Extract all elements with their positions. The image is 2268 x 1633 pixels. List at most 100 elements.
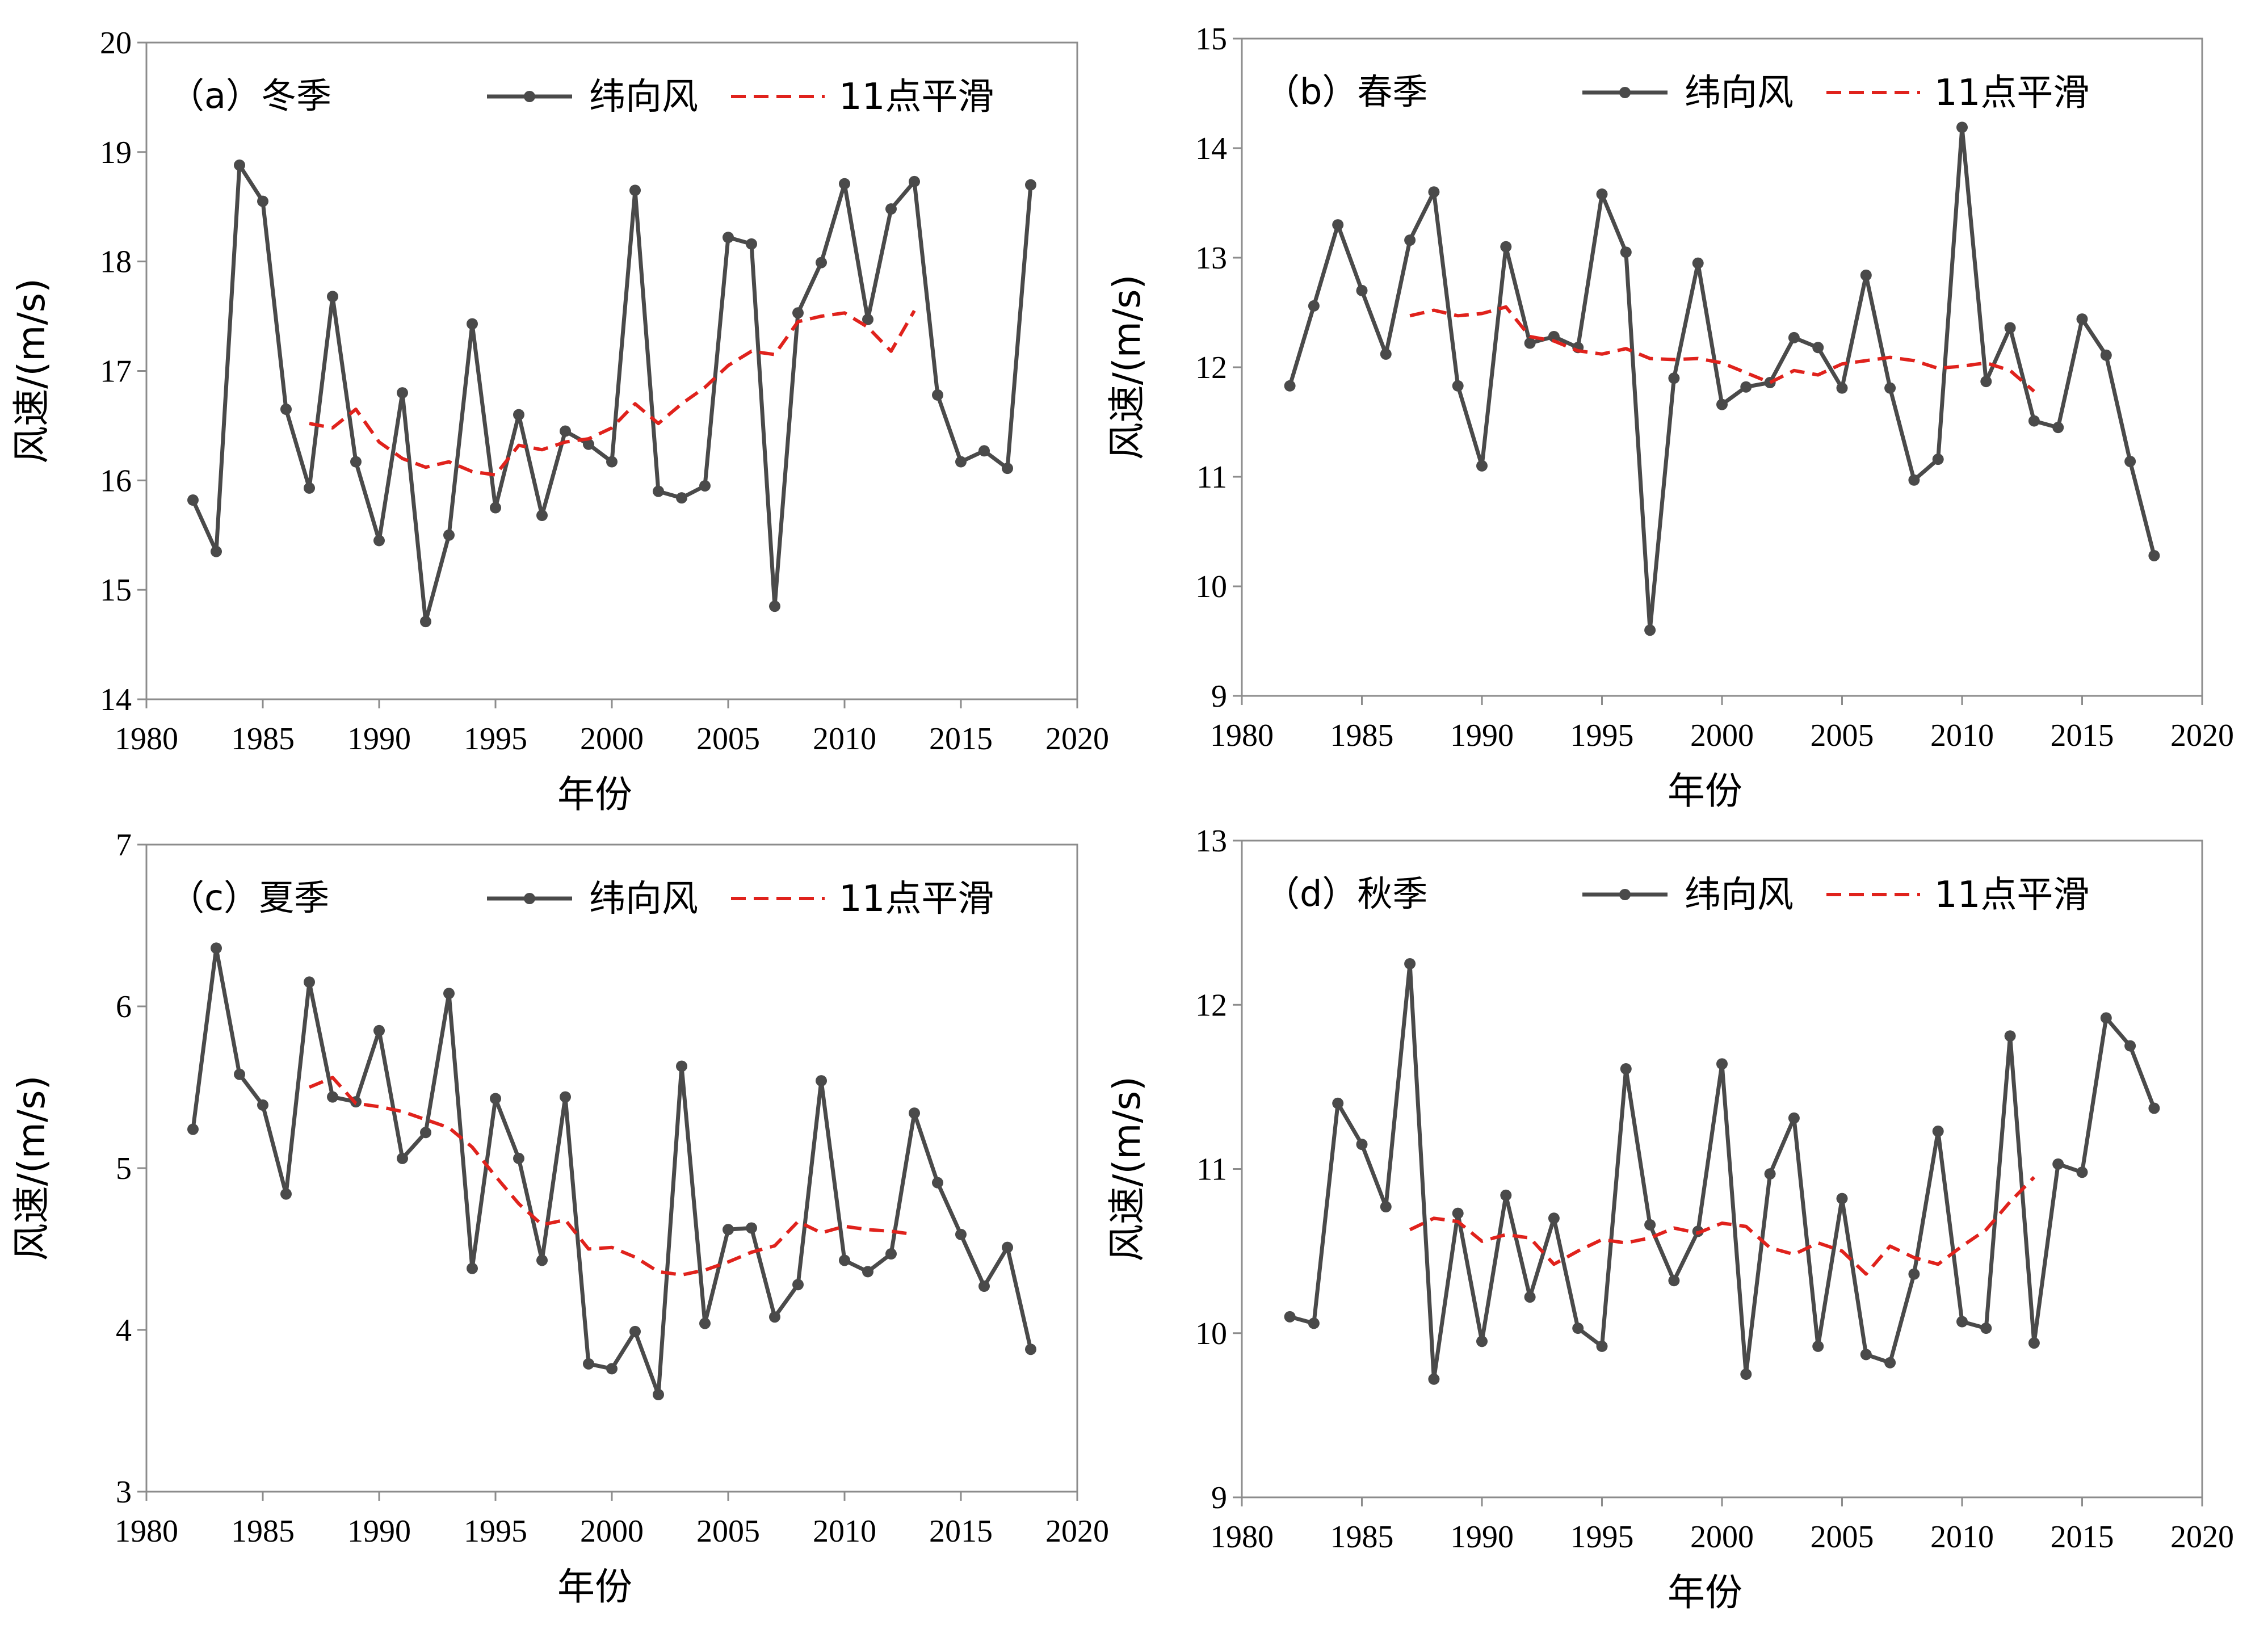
- data-point: [327, 1091, 338, 1103]
- legend-label-smoothed: 11点平滑: [839, 878, 994, 920]
- data-point: [1524, 1291, 1536, 1303]
- y-tick-label: 20: [100, 26, 132, 61]
- legend-label-zonal-wind: 纬向风: [589, 878, 698, 920]
- smoothed-series-line: [1409, 1176, 2036, 1276]
- x-tick-label: 2015: [2051, 718, 2114, 753]
- x-tick-label: 2005: [1811, 718, 1874, 753]
- data-point: [1668, 1275, 1680, 1287]
- x-tick-label: 2010: [1930, 718, 1994, 753]
- data-point: [1500, 241, 1512, 253]
- panel-label: （a）冬季: [169, 75, 331, 116]
- panel-label: （d）秋季: [1265, 873, 1427, 914]
- x-tick-label: 2015: [2051, 1519, 2114, 1555]
- x-tick-label: 2010: [813, 721, 876, 757]
- data-point: [373, 535, 385, 547]
- y-tick-label: 9: [1211, 1480, 1227, 1516]
- data-point: [1740, 381, 1752, 393]
- series-line: [1288, 125, 2156, 632]
- chart-panel-0: 14 15 16 17 18 19 20 1980 1985 1990 1995 2000 2005 20…: [10, 26, 1109, 816]
- data-point: [2100, 1012, 2112, 1024]
- y-tick-label: 18: [100, 245, 132, 280]
- x-axis-title: 年份: [1668, 1571, 1742, 1614]
- x-tick-label: 1990: [347, 721, 411, 757]
- data-point: [792, 307, 804, 319]
- data-point: [1025, 179, 1036, 191]
- legend-label-smoothed: 11点平滑: [1934, 874, 2089, 916]
- x-tick-label: 2000: [1690, 1519, 1754, 1555]
- x-tick-label: 1990: [1450, 1519, 1514, 1555]
- data-point: [676, 1060, 687, 1072]
- legend-marker: [524, 893, 535, 904]
- data-point: [1284, 380, 1296, 392]
- data-point: [2076, 313, 2088, 325]
- plot-frame: [1241, 37, 2203, 697]
- data-point: [211, 545, 222, 557]
- data-point: [1332, 1097, 1344, 1109]
- data-point: [1596, 188, 1608, 200]
- x-tick-label: 2000: [1690, 718, 1754, 753]
- data-point: [2148, 1102, 2160, 1114]
- series-line: [191, 946, 1033, 1397]
- data-point: [2004, 1030, 2016, 1042]
- data-point: [420, 1127, 431, 1139]
- data-point: [234, 159, 245, 171]
- data-point: [1548, 1212, 1560, 1224]
- x-tick-label: 1980: [1210, 718, 1274, 753]
- data-point: [978, 445, 990, 457]
- data-point: [1620, 1063, 1632, 1075]
- y-axis-title: 风速/(m/s): [1105, 275, 1149, 460]
- data-point: [2100, 349, 2112, 361]
- legend-label-smoothed: 11点平滑: [1934, 72, 2089, 114]
- data-point: [1980, 1323, 1992, 1334]
- x-tick-label: 1980: [115, 1514, 178, 1549]
- data-point: [187, 494, 199, 506]
- data-point: [1428, 186, 1440, 198]
- data-point: [1956, 1316, 1968, 1328]
- x-tick-label: 1985: [231, 1514, 295, 1549]
- smoothed-series-line: [309, 309, 916, 477]
- data-point: [699, 1317, 711, 1329]
- series-line: [191, 163, 1033, 624]
- y-tick-label: 12: [1195, 988, 1227, 1023]
- data-point: [583, 1358, 594, 1370]
- data-point: [257, 195, 268, 207]
- y-tick-label: 6: [116, 989, 132, 1025]
- data-point: [2052, 1158, 2064, 1170]
- plot-frame: [145, 843, 1078, 1493]
- data-point: [1956, 121, 1968, 133]
- data-point: [816, 257, 827, 268]
- y-tick-label: 4: [116, 1313, 132, 1348]
- data-point: [1332, 219, 1344, 231]
- data-point: [2052, 422, 2064, 434]
- data-point: [1548, 330, 1560, 342]
- data-point: [1788, 1112, 1800, 1124]
- y-axis-title: 风速/(m/s): [10, 278, 53, 464]
- data-point: [1980, 376, 1992, 388]
- chart-panel-1: 9 10 11 12 13 14 15 1980 1985 1990 1995 2000 2005 201…: [1105, 22, 2234, 813]
- y-tick-label: 10: [1195, 1316, 1227, 1351]
- x-tick-label: 2005: [1811, 1519, 1874, 1555]
- y-tick-label: 5: [116, 1151, 132, 1186]
- chart-panel-2: 3 4 5 6 7 1980 1985 1990 1995 2000 2005 2010 2015 202…: [10, 828, 1109, 1609]
- x-tick-label: 1995: [1570, 1519, 1634, 1555]
- data-point: [467, 318, 478, 330]
- x-tick-label: 2020: [2170, 1519, 2234, 1555]
- legend-marker: [524, 91, 535, 102]
- data-point: [234, 1068, 245, 1080]
- data-point: [443, 529, 455, 541]
- data-point: [629, 184, 641, 196]
- data-point: [2076, 1166, 2088, 1178]
- data-point: [1908, 1268, 1920, 1280]
- panel-label: （c）夏季: [169, 877, 329, 918]
- data-point: [1572, 1323, 1584, 1334]
- x-tick-label: 1990: [347, 1514, 411, 1549]
- data-point: [885, 203, 897, 215]
- x-tick-label: 2020: [2170, 718, 2234, 753]
- x-tick-label: 1980: [115, 721, 178, 757]
- data-point: [653, 1389, 664, 1400]
- data-point: [467, 1262, 478, 1274]
- data-point: [1452, 380, 1464, 392]
- data-point: [1002, 463, 1013, 475]
- data-point: [1836, 382, 1848, 394]
- x-tick-label: 2005: [696, 721, 760, 757]
